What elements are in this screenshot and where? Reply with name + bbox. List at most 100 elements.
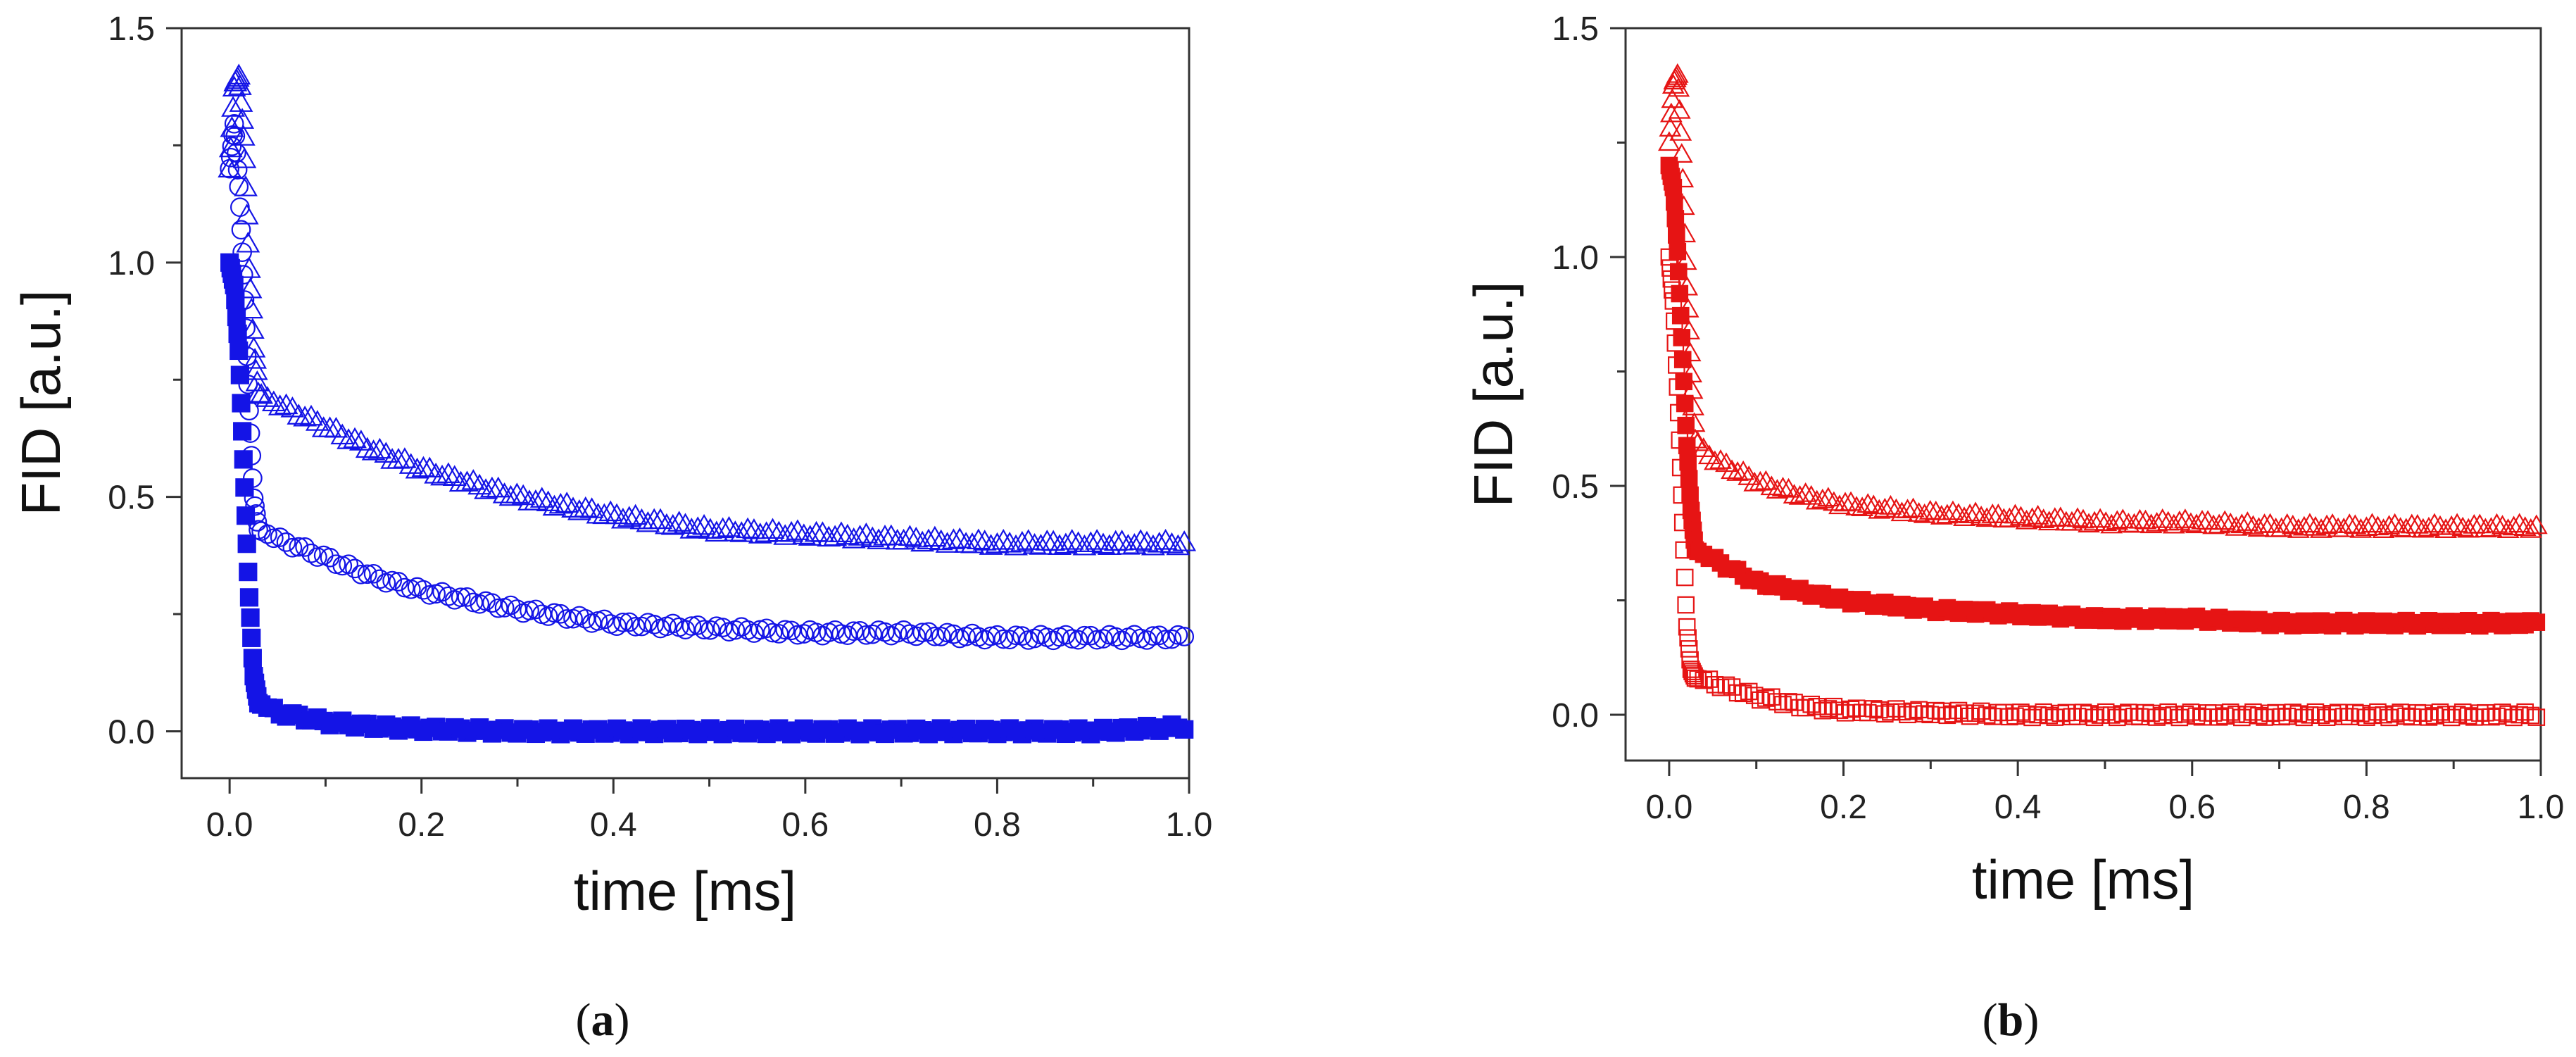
triangle-marker bbox=[692, 513, 716, 535]
axis-ticks: 0.0 0.2 0.4 0.6 0.8 1.0 0.0 0.5 1.0 1.5 bbox=[1552, 11, 2564, 826]
triangle-marker bbox=[2151, 508, 2174, 528]
square-marker bbox=[2182, 703, 2200, 721]
triangle-marker bbox=[2519, 518, 2542, 538]
square-marker bbox=[2102, 706, 2121, 724]
triangle-marker bbox=[1060, 529, 1084, 550]
circle-marker bbox=[750, 620, 770, 640]
square-marker bbox=[1978, 706, 1996, 724]
series-circle-1 bbox=[220, 113, 1195, 651]
y-tick-label: 0.0 bbox=[1552, 697, 1599, 734]
square-marker bbox=[1745, 687, 1764, 704]
triangle-marker bbox=[948, 527, 972, 549]
circle-marker bbox=[526, 599, 546, 620]
square-marker bbox=[2267, 703, 2285, 722]
triangle-marker bbox=[972, 530, 997, 551]
square-marker bbox=[1678, 618, 1696, 636]
square-marker bbox=[1955, 704, 1973, 722]
square-marker bbox=[1870, 701, 1888, 719]
square-marker bbox=[2312, 706, 2330, 725]
triangle-marker bbox=[442, 465, 467, 486]
circle-marker bbox=[222, 136, 242, 156]
triangle-marker bbox=[2321, 513, 2344, 533]
triangle-marker bbox=[361, 439, 386, 461]
panel-label-open-paren: ( bbox=[1983, 994, 1998, 1046]
circle-marker bbox=[289, 537, 309, 557]
square-marker bbox=[1797, 699, 1814, 717]
triangle-marker bbox=[2508, 513, 2531, 533]
circle-marker bbox=[227, 143, 246, 163]
triangle-marker bbox=[2468, 513, 2492, 534]
circle-marker bbox=[1174, 627, 1195, 646]
triangle-marker bbox=[1794, 482, 1817, 502]
square-marker bbox=[2210, 708, 2228, 726]
square-marker bbox=[1666, 210, 1685, 227]
square-marker bbox=[1673, 486, 1691, 504]
triangle-marker bbox=[2066, 507, 2089, 527]
square-marker bbox=[1664, 292, 1683, 310]
triangle-marker bbox=[2230, 513, 2254, 534]
square-marker bbox=[1695, 671, 1713, 689]
square-marker bbox=[1757, 689, 1775, 707]
square-marker bbox=[1723, 678, 1741, 696]
triangle-marker bbox=[579, 497, 604, 518]
square-marker bbox=[227, 307, 246, 327]
triangle-marker bbox=[1041, 530, 1066, 551]
x-axis-title: time [ms] bbox=[574, 860, 796, 922]
triangle-marker bbox=[1661, 88, 1684, 108]
circle-marker bbox=[1074, 625, 1095, 646]
square-marker bbox=[2035, 703, 2052, 721]
triangle-marker bbox=[474, 478, 498, 499]
square-marker bbox=[2170, 708, 2189, 727]
triangle-marker bbox=[256, 386, 279, 407]
square-marker bbox=[2499, 705, 2517, 723]
circle-marker bbox=[756, 618, 777, 639]
triangle-marker bbox=[355, 437, 379, 458]
triangle-marker bbox=[605, 503, 629, 525]
square-marker bbox=[2018, 705, 2035, 723]
square-marker bbox=[2148, 708, 2166, 726]
triangle-marker bbox=[736, 517, 760, 539]
triangle-marker bbox=[879, 524, 903, 546]
circle-marker bbox=[706, 616, 727, 637]
square-marker bbox=[237, 534, 256, 553]
plot-frame bbox=[180, 27, 1190, 780]
triangle-marker bbox=[1072, 534, 1097, 556]
square-marker bbox=[2097, 703, 2115, 721]
circle-marker bbox=[831, 624, 851, 644]
series-triangle-0 bbox=[1658, 63, 2548, 538]
triangle-marker bbox=[1659, 102, 1683, 123]
triangle-marker bbox=[2525, 514, 2548, 534]
triangle-marker bbox=[823, 525, 848, 546]
circle-marker bbox=[451, 587, 471, 608]
triangle-marker bbox=[835, 523, 860, 545]
circle-marker bbox=[420, 585, 440, 605]
triangle-marker bbox=[536, 490, 560, 512]
square-marker bbox=[2193, 708, 2211, 726]
triangle-marker bbox=[218, 136, 243, 158]
triangle-marker bbox=[1935, 504, 1959, 524]
triangle-marker bbox=[1788, 484, 1811, 505]
triangle-marker bbox=[243, 348, 268, 369]
square-marker bbox=[2006, 707, 2024, 725]
square-marker bbox=[239, 588, 259, 607]
panel-label-open-paren: ( bbox=[576, 994, 591, 1046]
square-marker bbox=[2052, 704, 2070, 723]
square-marker bbox=[2488, 707, 2506, 725]
square-marker bbox=[225, 275, 244, 294]
triangle-marker bbox=[1924, 500, 1947, 520]
square-marker bbox=[2414, 704, 2432, 722]
triangle-marker bbox=[2355, 516, 2378, 537]
triangle-marker bbox=[2213, 510, 2237, 530]
triangle-marker bbox=[2072, 508, 2094, 529]
square-marker bbox=[1842, 700, 1860, 718]
triangle-marker bbox=[1771, 477, 1795, 496]
triangle-marker bbox=[1147, 532, 1171, 553]
triangle-marker bbox=[922, 525, 947, 547]
square-marker bbox=[2448, 706, 2466, 723]
square-marker bbox=[2289, 705, 2308, 723]
square-marker bbox=[2454, 703, 2472, 721]
triangle-marker bbox=[367, 437, 392, 459]
square-marker bbox=[2250, 706, 2268, 725]
circle-marker bbox=[482, 593, 502, 613]
circle-marker bbox=[1143, 626, 1163, 646]
